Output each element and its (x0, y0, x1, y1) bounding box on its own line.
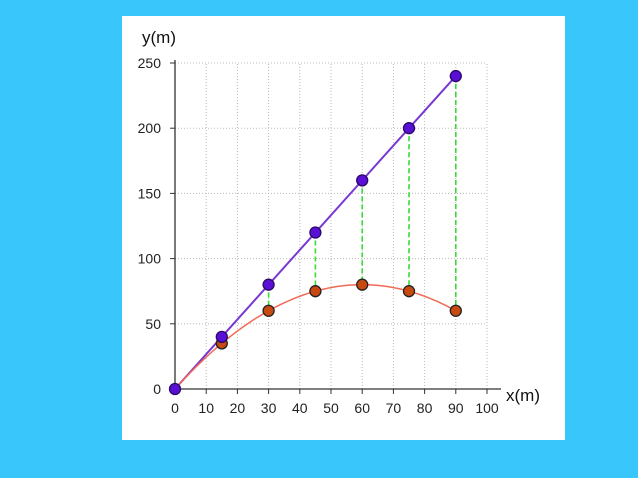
grid (175, 62, 488, 389)
series-1-point-6 (449, 69, 462, 83)
x-axis-label: x(m) (506, 386, 540, 405)
series-1-point-1 (215, 330, 228, 343)
x-tick-label-100: 100 (475, 400, 499, 416)
x-tick-label-50: 50 (323, 400, 339, 416)
y-tick-label-0: 0 (153, 381, 161, 397)
series-2-point-6 (449, 304, 462, 317)
y-tick-label-250: 250 (138, 55, 162, 71)
x-tick-label-10: 10 (198, 400, 214, 416)
y-axis-label: y(m) (142, 28, 176, 47)
series-1-point-3 (309, 226, 322, 239)
x-tick-label-60: 60 (354, 400, 370, 416)
series-points (168, 69, 462, 396)
x-tick-labels: 0 10 20 30 40 50 60 70 80 90 100 (171, 400, 499, 416)
series-2-point-2 (262, 304, 275, 317)
series-1-point-2 (262, 278, 275, 291)
axes (170, 60, 501, 394)
x-tick-label-40: 40 (292, 400, 308, 416)
x-tick-label-90: 90 (448, 400, 464, 416)
series-1-point-0 (168, 382, 182, 396)
series-2-point-4 (356, 278, 369, 291)
x-tick-label-0: 0 (171, 400, 179, 416)
x-tick-label-80: 80 (417, 400, 433, 416)
series-1-point-4 (356, 174, 369, 187)
series-2-point-3 (309, 285, 322, 298)
y-tick-label-50: 50 (145, 316, 161, 332)
series-2-point-5 (402, 285, 416, 298)
y-tick-labels: 0 50 100 150 200 250 (138, 55, 162, 397)
y-tick-label-150: 150 (138, 185, 162, 201)
series-1-point-5 (402, 122, 416, 135)
chart-panel: 0 10 20 30 40 50 60 70 80 90 100 0 50 100 150 200 250 y… (122, 16, 565, 440)
x-tick-label-20: 20 (230, 400, 246, 416)
x-tick-label-70: 70 (386, 400, 402, 416)
y-tick-label-200: 200 (138, 120, 162, 136)
projectile-chart: 0 10 20 30 40 50 60 70 80 90 100 0 50 100 150 200 250 y… (138, 28, 540, 416)
y-tick-label-100: 100 (138, 251, 162, 267)
x-tick-label-30: 30 (261, 400, 277, 416)
